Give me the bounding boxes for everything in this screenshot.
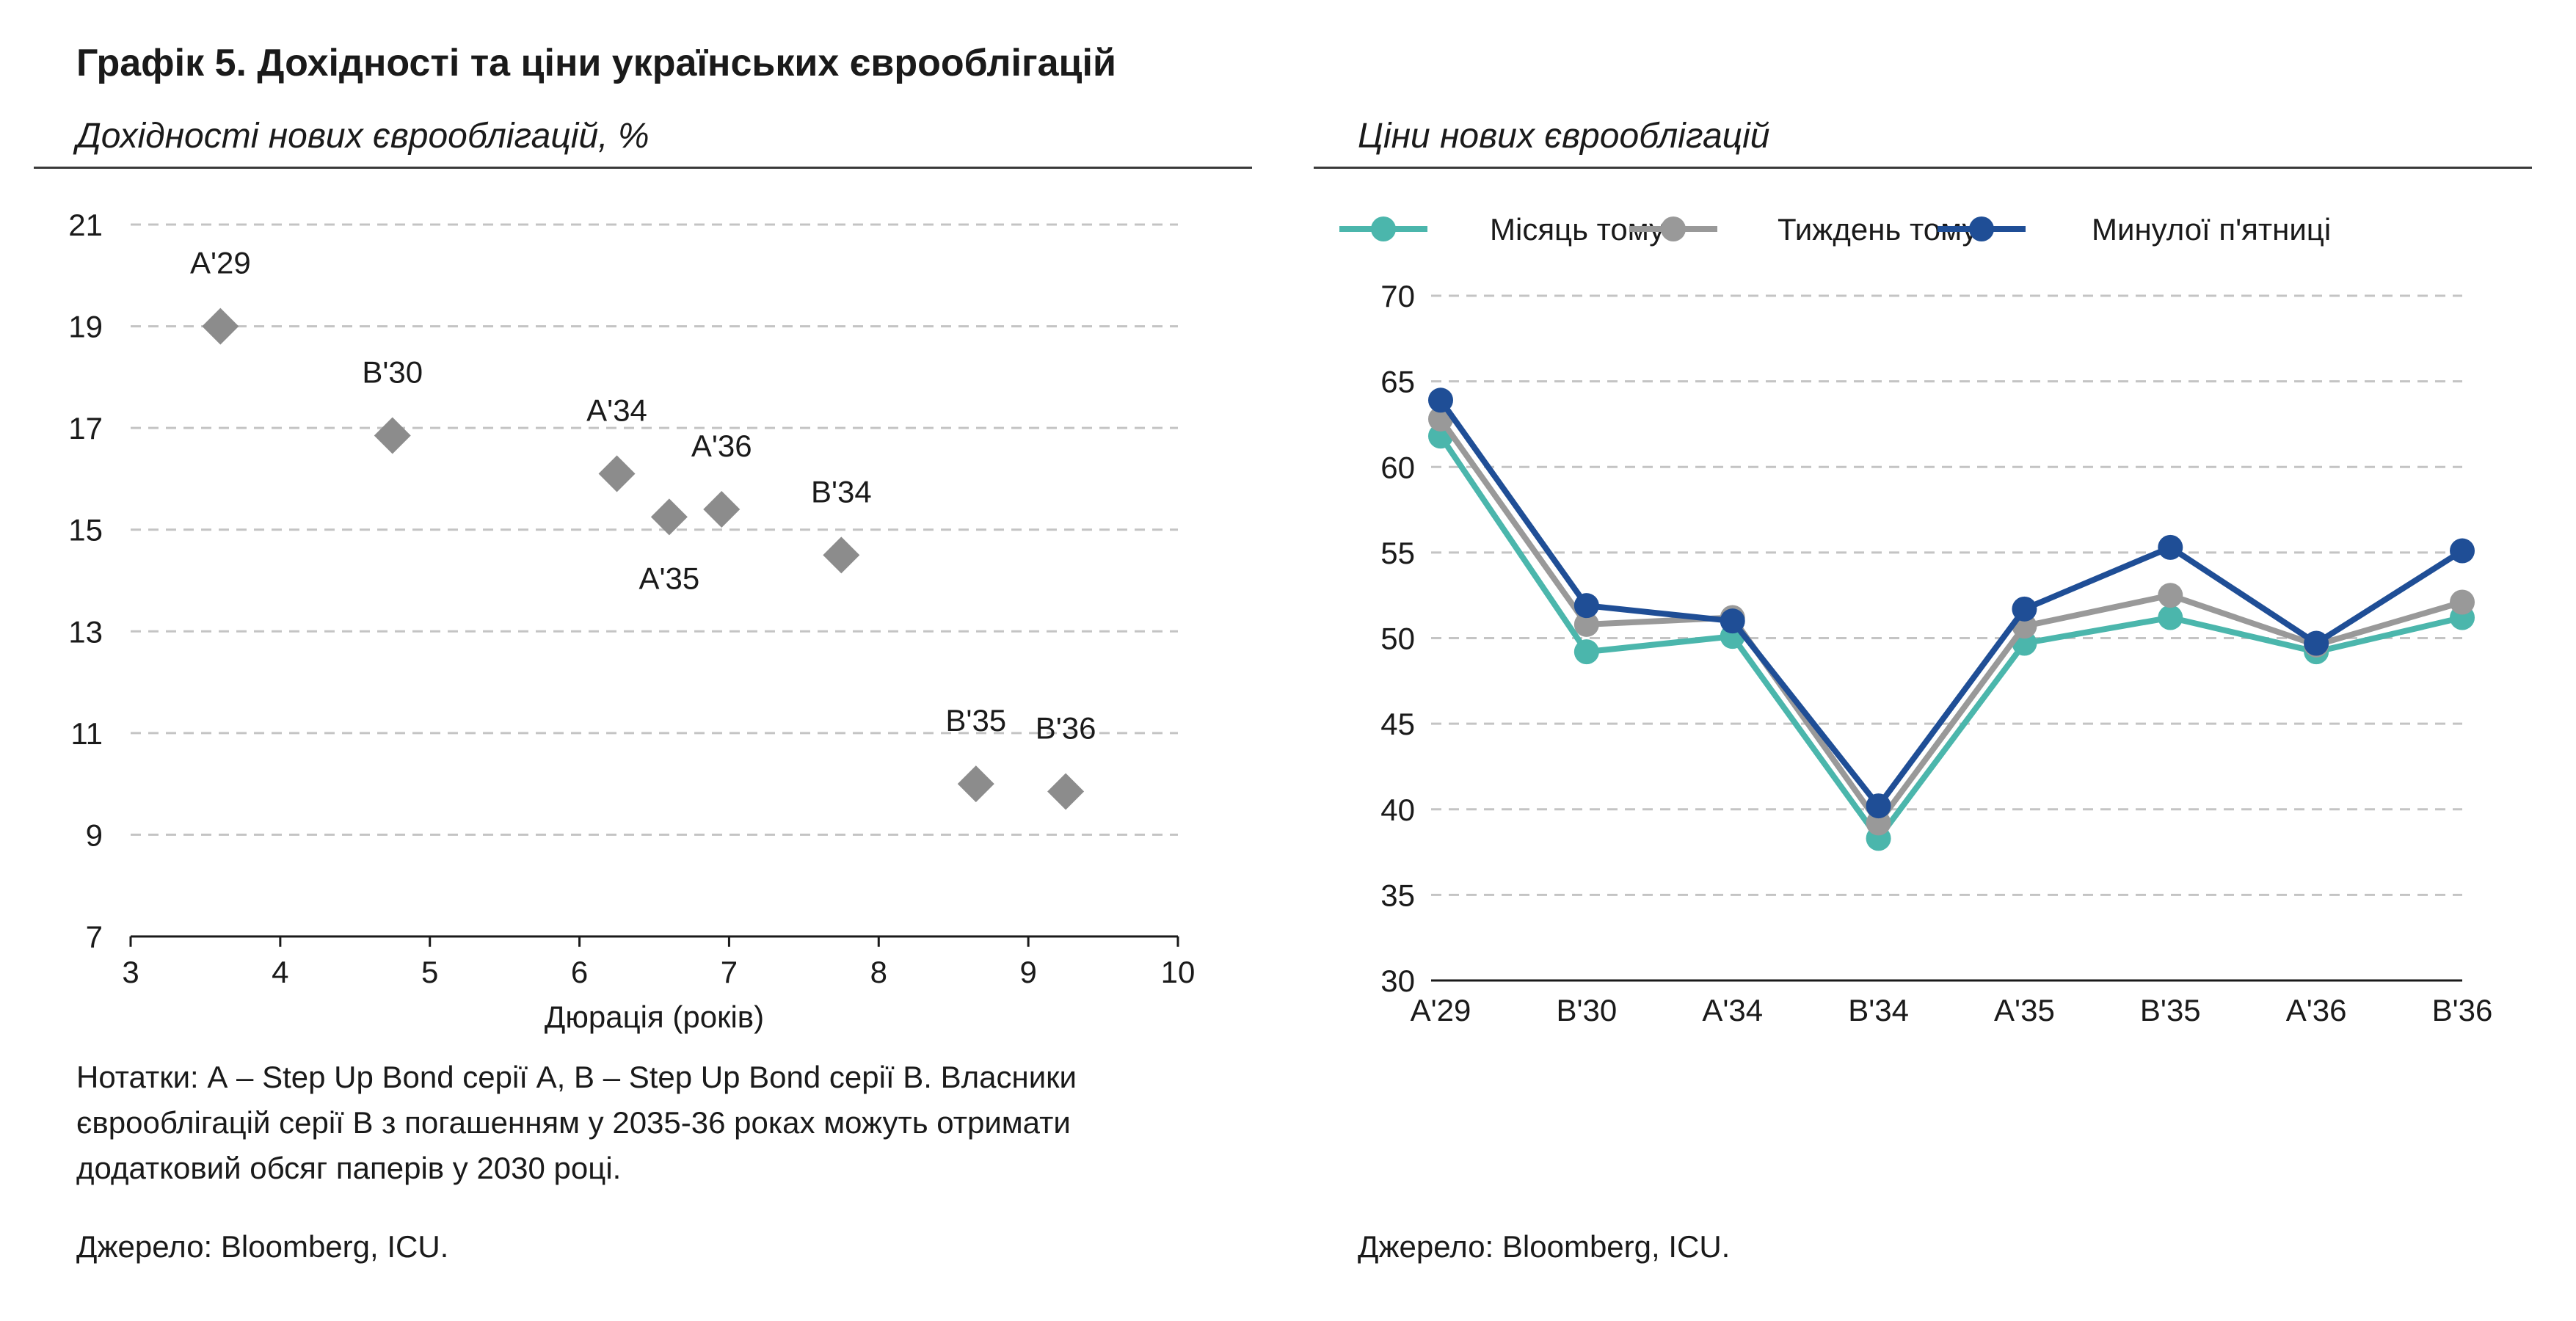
y-tick-label: 15 <box>68 513 103 547</box>
prices-panel-divider <box>1314 167 2532 169</box>
point-label: B'36 <box>1036 711 1096 746</box>
series-point <box>1573 639 1599 665</box>
prices-source: Джерело: Bloomberg, ICU. <box>1358 1229 1731 1264</box>
x-tick-label: B'30 <box>1556 993 1617 1027</box>
y-tick-label: 60 <box>1380 450 1415 484</box>
scatter-point <box>598 455 636 492</box>
y-tick-label: 21 <box>68 208 103 242</box>
y-tick-label: 40 <box>1380 793 1415 827</box>
x-tick-label: A'36 <box>2286 993 2347 1027</box>
series-point <box>2158 534 2183 560</box>
y-tick-label: 19 <box>68 310 103 344</box>
y-tick-label: 7 <box>86 920 103 954</box>
scatter-point <box>1047 773 1085 810</box>
scatter-point <box>957 765 994 803</box>
scatter-point <box>823 536 860 574</box>
point-label: A'34 <box>586 393 647 428</box>
y-tick-label: 35 <box>1380 878 1415 912</box>
series-point <box>2158 605 2183 630</box>
point-label: A'35 <box>639 561 700 595</box>
prices-panel-subtitle: Ціни нових єврооблігацій <box>1358 117 1770 156</box>
x-tick-label: 7 <box>721 955 738 989</box>
y-tick-label: 55 <box>1380 536 1415 570</box>
point-label: A'29 <box>190 246 251 280</box>
legend-marker <box>1969 216 1994 241</box>
y-tick-label: 17 <box>68 411 103 445</box>
yields-source: Джерело: Bloomberg, ICU. <box>76 1229 449 1264</box>
series-point <box>1720 608 1745 634</box>
x-tick-label: A'35 <box>1994 993 2055 1027</box>
x-tick-label: 10 <box>1161 955 1196 989</box>
series-point <box>1866 810 1891 836</box>
point-label: B'30 <box>362 355 423 390</box>
point-label: A'36 <box>691 429 752 463</box>
yields-panel-divider <box>34 167 1252 169</box>
y-tick-label: 45 <box>1380 707 1415 741</box>
x-tick-label: B'34 <box>1848 993 1909 1027</box>
series-point <box>2158 583 2183 608</box>
series-point <box>2304 630 2329 656</box>
y-tick-label: 70 <box>1380 279 1415 313</box>
x-tick-label: 5 <box>421 955 438 989</box>
legend-marker <box>1661 216 1686 241</box>
y-tick-label: 11 <box>70 716 103 751</box>
scatter-point <box>374 417 411 454</box>
notes-block: Нотатки: А – Step Up Bond серії А, В – S… <box>76 1055 1077 1191</box>
scatter-point <box>703 491 741 528</box>
series-line <box>1438 417 2464 826</box>
y-tick-label: 9 <box>86 818 103 852</box>
x-tick-label: 3 <box>122 955 139 989</box>
series-point <box>1573 611 1599 637</box>
notes-line: Нотатки: А – Step Up Bond серії А, В – S… <box>76 1060 1077 1094</box>
x-tick-label: A'34 <box>1702 993 1763 1027</box>
point-label: B'34 <box>811 474 872 509</box>
x-tick-label: B'35 <box>2140 993 2201 1027</box>
x-tick-label: A'29 <box>1411 993 1471 1027</box>
x-tick-label: 8 <box>870 955 887 989</box>
series-line <box>1438 398 2464 809</box>
scatter-point <box>650 498 688 536</box>
series-point <box>2450 589 2475 615</box>
series-point <box>1866 793 1891 819</box>
x-tick-label: B'36 <box>2432 993 2493 1027</box>
y-tick-label: 65 <box>1380 365 1415 399</box>
x-tick-label: 6 <box>571 955 588 989</box>
series-point <box>2012 596 2037 622</box>
notes-line: єврооблігацій серії В з погашенням у 203… <box>76 1105 1071 1140</box>
series-line <box>1438 434 2463 842</box>
y-tick-label: 30 <box>1380 964 1415 998</box>
legend-marker <box>1371 216 1396 241</box>
yields-panel-subtitle: Дохідності нових єврооблігацій, % <box>76 117 650 156</box>
chart-title: Графік 5. Дохідності та ціни українських… <box>76 42 1116 84</box>
x-axis-title: Дюрація (років) <box>545 1000 764 1034</box>
scatter-point <box>202 307 239 345</box>
notes-line: додатковий обсяг паперів у 2030 році. <box>76 1151 622 1185</box>
legend-label: Минулої п'ятниці <box>2092 212 2331 247</box>
y-tick-label: 13 <box>68 614 103 649</box>
point-label: B'35 <box>945 703 1006 738</box>
y-tick-label: 50 <box>1380 622 1415 656</box>
series-point <box>1428 387 1453 413</box>
series-point <box>1573 593 1599 619</box>
x-tick-label: 4 <box>272 955 288 989</box>
x-tick-label: 9 <box>1019 955 1036 989</box>
series-point <box>2450 538 2475 564</box>
